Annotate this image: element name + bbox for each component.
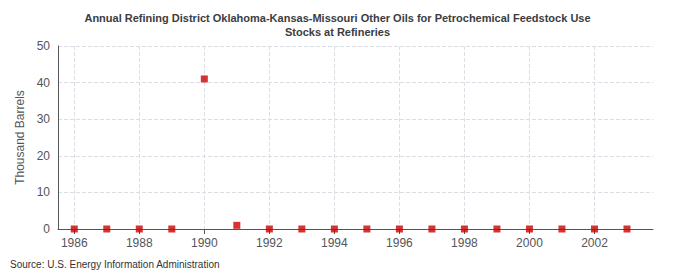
svg-text:Stocks at Refineries: Stocks at Refineries [285,26,390,38]
svg-text:1996: 1996 [386,236,413,250]
svg-text:1994: 1994 [321,236,348,250]
svg-text:20: 20 [37,149,51,163]
svg-text:1992: 1992 [256,236,283,250]
svg-text:Annual Refining District Oklah: Annual Refining District Oklahoma-Kansas… [84,12,590,24]
svg-text:1998: 1998 [451,236,478,250]
svg-text:10: 10 [37,185,51,199]
svg-text:Source: U.S. Energy Informatio: Source: U.S. Energy Information Administ… [10,259,220,270]
svg-text:1988: 1988 [126,236,153,250]
svg-text:2002: 2002 [581,236,608,250]
svg-text:1990: 1990 [191,236,218,250]
svg-text:1986: 1986 [61,236,88,250]
svg-text:40: 40 [37,76,51,90]
svg-text:Thousand Barrels: Thousand Barrels [13,90,27,185]
svg-text:2000: 2000 [516,236,543,250]
svg-text:30: 30 [37,112,51,126]
svg-text:50: 50 [37,39,51,53]
svg-text:0: 0 [43,222,50,236]
